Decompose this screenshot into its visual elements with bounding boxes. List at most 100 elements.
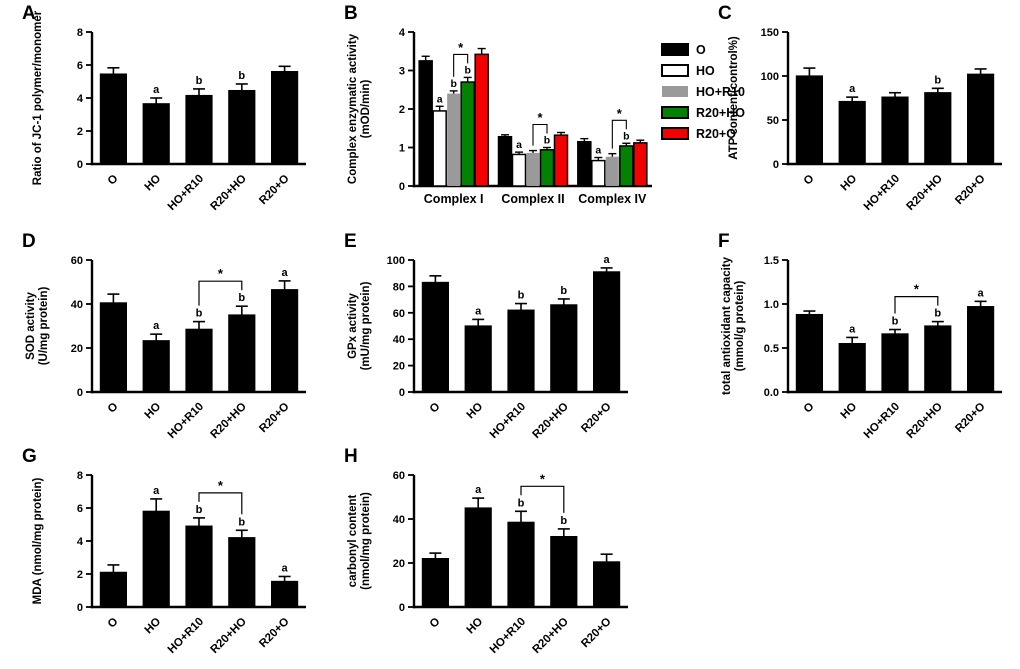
bar [142,340,170,393]
y-axis-label: Complex enzymatic activity [347,33,359,184]
x-category-label: Complex IV [578,192,647,206]
significance-bracket [532,123,548,146]
bar [593,271,621,393]
y-tick-label: 6 [77,503,83,515]
bar [577,140,592,187]
y-tick-label: 8 [77,470,83,482]
bar [185,328,213,393]
significance-asterisk: * [537,110,543,125]
x-category-label: O [428,616,443,631]
legend-swatch [661,106,689,119]
bar [550,304,578,393]
chart-svg: 0 2 4 6 8 Ratio of JC-1 polymer/monomer Oa HO b H… [32,10,306,213]
significance-letter: b [196,308,203,320]
significance-bracket [611,119,627,149]
y-tick-label: 4 [77,536,84,548]
x-category-label: HO+R10 [488,401,528,441]
bar [228,89,256,165]
significance-letter: b [934,74,941,86]
bar [99,571,128,608]
significance-letter: b [196,504,203,516]
panel-letter-g: G [22,446,37,467]
significance-bracket [198,280,243,306]
bar [497,135,513,187]
bar [924,325,952,393]
bar [795,313,824,393]
significance-letter: b [560,515,567,527]
bar [526,152,540,186]
x-category-label: R20+O [257,173,292,208]
y-tick-label: 50 [767,115,779,127]
y-axis-label: MDA (nmol/mg protein) [32,477,44,604]
significance-asterisk: * [914,282,920,297]
x-category-label: HO+R10 [862,401,902,441]
x-category-label: HO [839,401,860,422]
bar [474,53,489,187]
y-tick-label: 4 [399,27,406,39]
legend-label: R20+O [696,127,736,141]
y-tick-label: 0 [77,602,83,614]
y-tick-label: 1 [399,143,405,155]
bar [881,96,909,165]
y-tick-label: 2 [77,126,83,138]
y-tick-label: 100 [387,255,405,267]
x-category-label: O [106,616,121,631]
bar [795,75,824,165]
bar [967,306,995,393]
y-tick-label: 8 [77,27,83,39]
significance-letter: b [518,290,525,302]
significance-letter: b [623,130,629,142]
bar [633,142,648,187]
x-category-label: HO [465,401,486,422]
x-category-label: HO+R10 [166,401,206,441]
bar [142,510,170,608]
x-category-label: HO [839,173,860,194]
legend-label: HO+R10 [696,85,745,99]
y-tick-label: 40 [393,514,405,526]
chart-svg: 0.0 0.5 1.0 1.5 total antioxidant capacity (m… [721,255,1002,441]
y-tick-label: 80 [393,281,405,293]
significance-letter: a [475,484,482,496]
bar [967,73,995,165]
y-axis-label: (mU/mg protein) [360,281,372,370]
x-category-label: HO [143,401,164,422]
significance-letter: b [238,292,245,304]
x-category-label: R20+HO [531,401,571,441]
x-category-label: R20+O [953,401,988,436]
chart-svg: 0 20 40 60 80 100 GPx activity (mU/mg protein) O… [347,254,628,441]
x-category-label: R20+O [579,401,614,436]
x-category-label: O [106,173,121,188]
legend-swatch [661,64,689,77]
y-tick-label: 0 [399,602,405,614]
bar [142,103,170,165]
bar [507,309,535,393]
bar [550,535,578,608]
bar [421,281,450,393]
y-tick-label: 6 [77,60,83,72]
y-axis-label: GPx activity [347,292,359,358]
y-tick-label: 0 [399,181,405,193]
significance-asterisk: * [458,40,464,55]
panel-f: F 0.0 0.5 1.0 1.5 total antioxidant capacity… [712,232,1017,457]
y-tick-label: 150 [761,27,779,39]
bar [838,100,866,165]
bar [591,159,606,187]
bar [185,94,213,165]
legend-swatch [662,86,688,97]
bar [507,521,535,608]
bar [271,289,299,393]
bar-chart-antioxidant-capacity: 0.0 0.5 1.0 1.5 total antioxidant capacity (m… [712,234,1012,461]
significance-letter: a [604,254,611,266]
bar [881,333,909,393]
y-axis-label: (U/mg protein) [38,287,50,366]
significance-asterisk: * [540,471,546,486]
panel-letter-f: F [718,231,730,252]
y-tick-label: 0 [77,159,83,171]
bar-chart-carbonyl-content: 0 20 40 60 carbonyl content (nmol/mg protein)… [338,449,638,669]
y-tick-label: 4 [77,93,84,105]
significance-letter: b [450,78,456,90]
y-tick-label: 20 [393,361,405,373]
